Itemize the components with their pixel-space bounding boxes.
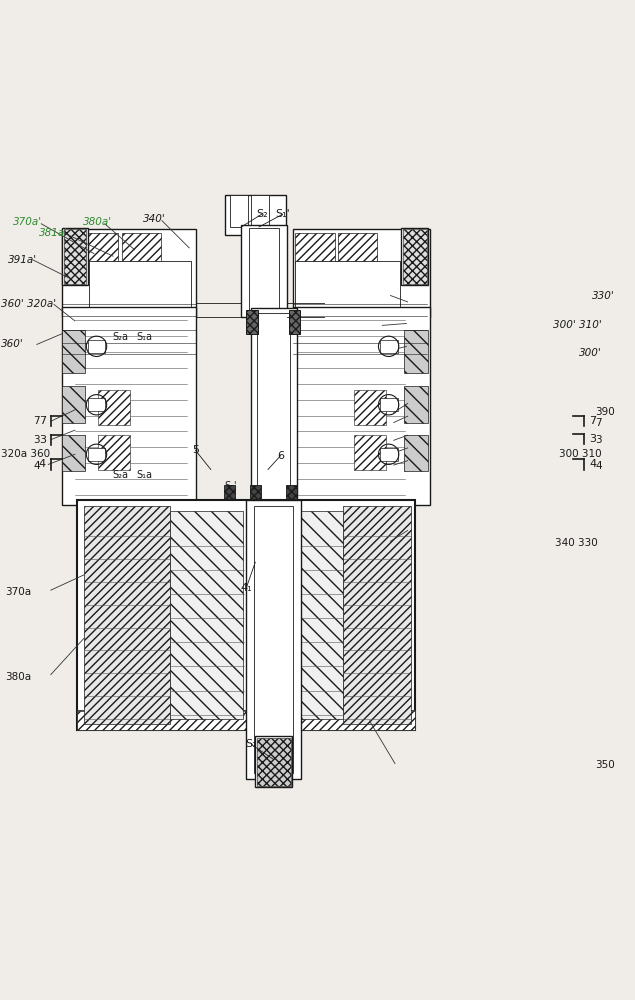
- Text: 4: 4: [39, 459, 46, 469]
- Text: 4₁: 4₁: [241, 583, 252, 593]
- Bar: [403, 229, 427, 284]
- Text: 320a 360: 320a 360: [1, 449, 50, 459]
- Bar: [77, 500, 415, 730]
- Bar: [325, 310, 381, 348]
- Bar: [98, 390, 130, 425]
- Bar: [257, 313, 290, 500]
- Bar: [250, 485, 261, 499]
- Bar: [251, 308, 297, 505]
- Text: 7: 7: [33, 416, 39, 426]
- Bar: [62, 386, 85, 423]
- Bar: [225, 195, 286, 235]
- Text: S₁a: S₁a: [137, 470, 153, 480]
- Text: 330': 330': [592, 291, 615, 301]
- Bar: [354, 435, 386, 470]
- Bar: [401, 228, 428, 285]
- Text: 360': 360': [1, 339, 24, 349]
- Bar: [64, 229, 86, 284]
- Bar: [98, 435, 130, 470]
- Bar: [62, 229, 196, 317]
- Bar: [380, 448, 398, 461]
- Bar: [102, 311, 126, 346]
- Bar: [289, 310, 300, 334]
- Bar: [62, 307, 196, 505]
- Bar: [246, 500, 301, 779]
- Bar: [295, 261, 400, 311]
- Bar: [343, 506, 411, 724]
- Text: S₂a: S₂a: [112, 332, 129, 342]
- Bar: [326, 311, 351, 346]
- Bar: [338, 233, 377, 264]
- Bar: [249, 228, 279, 311]
- Text: 381a': 381a': [39, 228, 69, 238]
- Text: 3: 3: [596, 435, 602, 445]
- Bar: [404, 330, 428, 373]
- Text: 300' 310': 300' 310': [553, 320, 602, 330]
- Text: 340 330: 340 330: [556, 538, 598, 548]
- Bar: [292, 511, 343, 719]
- Text: 370a': 370a': [13, 217, 42, 227]
- Bar: [293, 307, 430, 505]
- Bar: [84, 506, 170, 724]
- Text: 3: 3: [33, 435, 39, 445]
- Text: 350: 350: [595, 760, 615, 770]
- Text: S₂a: S₂a: [112, 470, 129, 480]
- Text: 300': 300': [579, 348, 602, 358]
- Bar: [286, 485, 297, 499]
- Bar: [62, 228, 88, 285]
- Text: 6: 6: [277, 451, 284, 461]
- Text: S₂': S₂': [224, 481, 237, 491]
- Bar: [77, 710, 415, 711]
- Bar: [88, 448, 105, 461]
- Text: 360' 320a': 360' 320a': [1, 299, 57, 309]
- Text: S₁a: S₁a: [137, 332, 153, 342]
- Text: 340': 340': [143, 214, 166, 224]
- Text: 3: 3: [39, 435, 46, 445]
- Text: 7: 7: [39, 416, 46, 426]
- Bar: [100, 310, 157, 348]
- Bar: [77, 710, 415, 730]
- Bar: [122, 233, 161, 264]
- Text: 7: 7: [589, 416, 596, 426]
- Text: 4: 4: [596, 461, 602, 471]
- Text: 3: 3: [589, 434, 596, 444]
- Bar: [380, 398, 398, 411]
- Text: 391a': 391a': [8, 255, 37, 265]
- Text: 7: 7: [596, 418, 602, 428]
- Text: S₂: S₂: [256, 209, 267, 219]
- Bar: [380, 340, 398, 353]
- Bar: [295, 233, 335, 264]
- Bar: [81, 233, 118, 264]
- Bar: [354, 390, 386, 425]
- Bar: [170, 511, 243, 719]
- Text: 4: 4: [589, 459, 596, 469]
- Bar: [88, 398, 105, 411]
- Text: 380a': 380a': [83, 217, 112, 227]
- Text: 380a: 380a: [5, 672, 31, 682]
- Bar: [404, 386, 428, 423]
- Bar: [62, 435, 85, 471]
- Bar: [246, 310, 258, 334]
- Bar: [241, 225, 287, 317]
- Bar: [88, 340, 105, 353]
- Bar: [254, 506, 293, 773]
- Bar: [404, 435, 428, 471]
- Text: 370a: 370a: [5, 587, 31, 597]
- Text: S₁': S₁': [275, 209, 290, 219]
- Text: 5: 5: [192, 445, 199, 455]
- Bar: [224, 485, 235, 499]
- Bar: [230, 195, 248, 227]
- Bar: [293, 229, 430, 317]
- Text: 4: 4: [33, 461, 39, 471]
- Bar: [255, 736, 292, 787]
- Text: S₁: S₁: [246, 739, 257, 749]
- Text: 300 310: 300 310: [559, 449, 602, 459]
- Bar: [251, 195, 269, 227]
- Bar: [62, 330, 85, 373]
- Bar: [257, 738, 291, 786]
- Text: 390: 390: [595, 407, 615, 417]
- Bar: [89, 261, 190, 311]
